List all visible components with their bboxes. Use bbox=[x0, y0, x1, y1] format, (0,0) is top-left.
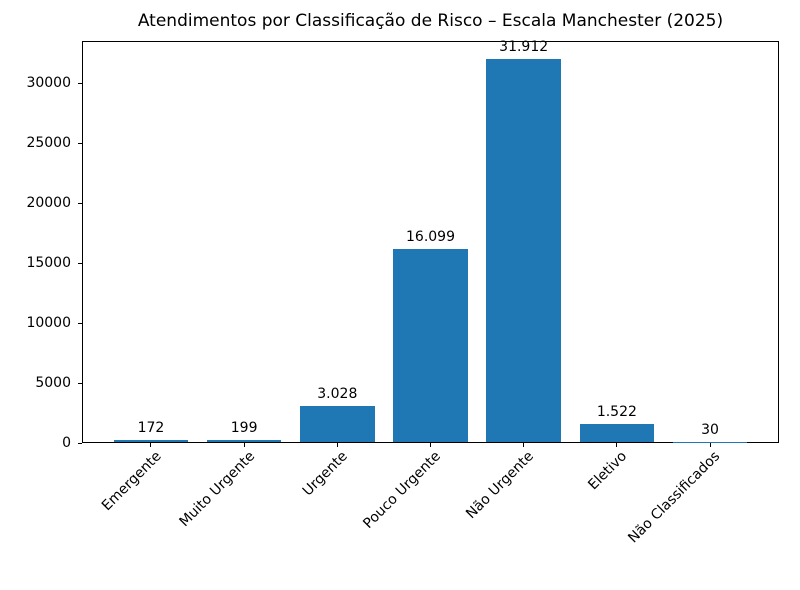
x-tick-label-eletivo: Eletivo bbox=[585, 448, 631, 494]
y-tick-label: 5000 bbox=[35, 375, 71, 391]
y-tick bbox=[78, 202, 82, 204]
bar-value-label-urgente: 3.028 bbox=[317, 385, 358, 402]
bar-eletivo bbox=[579, 423, 655, 442]
y-tick-label: 10000 bbox=[26, 315, 71, 332]
bar-value-label-emergente: 172 bbox=[137, 419, 165, 436]
x-tick bbox=[616, 443, 618, 447]
bar-urgente bbox=[300, 405, 375, 442]
bar-pouco-urgente bbox=[393, 248, 468, 442]
y-tick bbox=[78, 382, 82, 384]
y-tick bbox=[78, 322, 82, 324]
x-tick-label-nao-classificados: Não Classificados bbox=[625, 448, 724, 547]
bar-value-label-eletivo: 1.522 bbox=[596, 403, 637, 420]
bar-value-label-nao-classificados: 30 bbox=[701, 421, 719, 438]
y-tick-label: 15000 bbox=[26, 255, 71, 272]
bar-muito-urgente bbox=[206, 439, 282, 442]
y-tick-label: 0 bbox=[62, 435, 71, 451]
y-tick bbox=[78, 142, 82, 144]
bar-value-label-muito-urgente: 199 bbox=[230, 419, 258, 436]
x-tick bbox=[523, 443, 525, 447]
x-tick bbox=[430, 443, 431, 447]
x-tick-label-pouco-urgente: Pouco Urgente bbox=[360, 448, 445, 532]
y-tick-label: 25000 bbox=[26, 135, 71, 152]
x-tick bbox=[709, 443, 711, 447]
y-tick-label: 20000 bbox=[26, 195, 71, 212]
bar-nao-urgente bbox=[486, 59, 561, 442]
x-tick bbox=[243, 443, 245, 447]
x-tick-label-urgente: Urgente bbox=[299, 448, 351, 500]
y-tick-label: 30000 bbox=[26, 75, 71, 92]
x-tick-label-emergente: Emergente bbox=[98, 448, 165, 515]
chart-title: Atendimentos por Classificação de Risco … bbox=[137, 11, 724, 31]
y-tick bbox=[78, 262, 82, 264]
bar-value-label-pouco-urgente: 16.099 bbox=[406, 228, 455, 245]
x-tick bbox=[150, 443, 152, 447]
x-tick-label-muito-urgente: Muito Urgente bbox=[176, 448, 258, 531]
y-tick bbox=[78, 442, 82, 444]
x-tick bbox=[336, 443, 338, 447]
y-tick bbox=[78, 82, 82, 84]
bar-emergente bbox=[113, 439, 189, 442]
x-tick-label-nao-urgente: Não Urgente bbox=[463, 448, 538, 523]
bar-value-label-nao-urgente: 31.912 bbox=[499, 39, 549, 56]
